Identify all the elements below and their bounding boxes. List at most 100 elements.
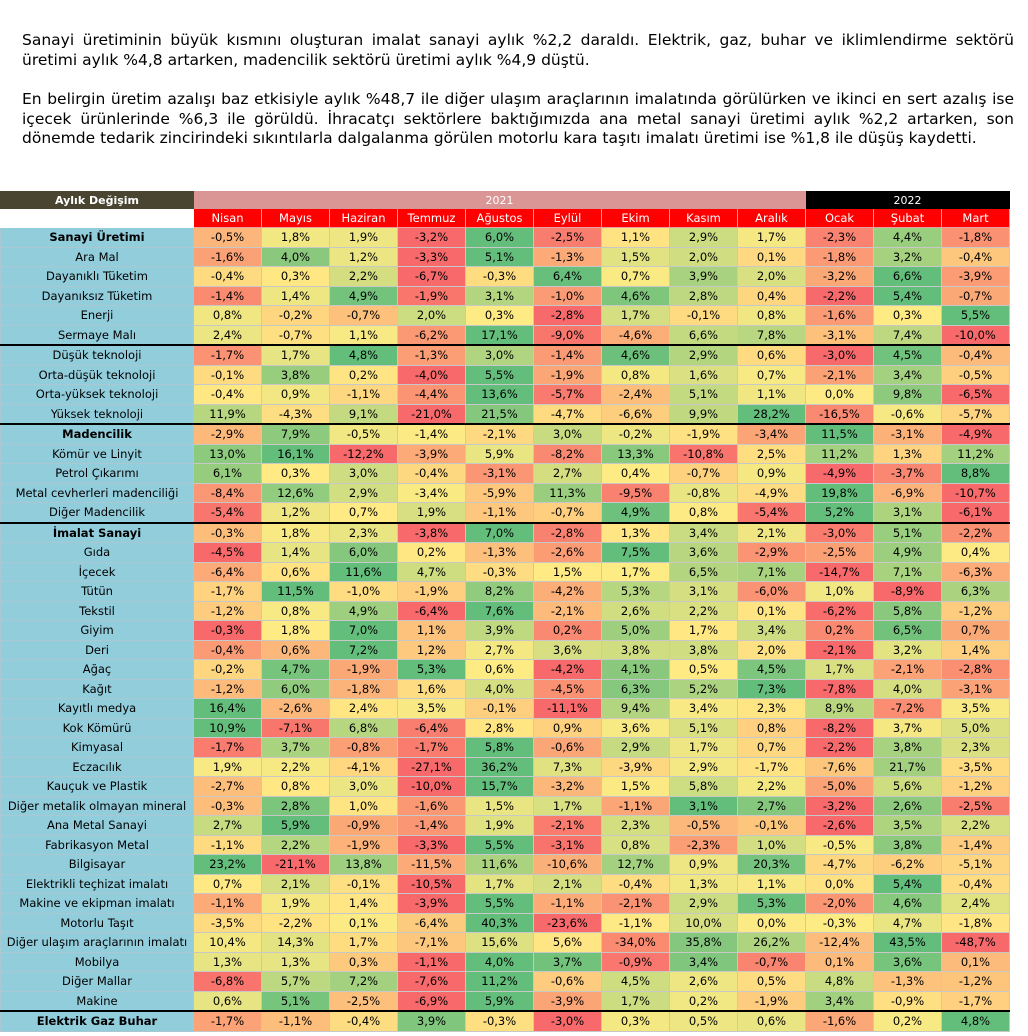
table-cell: 0,1%	[805, 951, 874, 972]
table-cell: 5,6%	[533, 932, 602, 953]
table-row: Tütün -1,7% 11,5% -1,0% -1,9% 8,2% -4,2% 5,3% 3,…	[0, 581, 1010, 602]
table-cell: -0,4%	[329, 1010, 398, 1032]
table-cell: -1,7%	[737, 756, 806, 777]
table-cell: -0,3%	[805, 912, 874, 933]
table-cell: 7,6%	[465, 600, 534, 621]
table-cell: 2,3%	[601, 815, 670, 836]
table-cell: -1,4%	[193, 285, 262, 306]
table-cell: 1,6%	[397, 678, 466, 699]
table-cell: -34,0%	[601, 932, 670, 953]
table-cell: -0,6%	[873, 403, 942, 425]
table-cell: 2,4%	[941, 893, 1010, 914]
month-header-8: Kasım	[669, 208, 738, 228]
table-cell: -4,0%	[397, 364, 466, 385]
table-cell: 4,0%	[465, 951, 534, 972]
table-cell: -1,9%	[669, 423, 738, 445]
table-cell: 5,7%	[261, 971, 330, 992]
table-cell: -5,4%	[193, 502, 262, 523]
table-cell: 0,6%	[737, 344, 806, 366]
table-cell: -0,7%	[737, 951, 806, 972]
table-cell: -3,1%	[533, 834, 602, 855]
table-cell: -3,7%	[873, 463, 942, 484]
table-cell: 0,7%	[193, 873, 262, 894]
table-cell: -7,1%	[397, 932, 466, 953]
table-cell: 3,1%	[873, 502, 942, 523]
table-cell: 1,8%	[261, 521, 330, 543]
table-cell: -0,9%	[601, 951, 670, 972]
table-cell: 11,6%	[465, 854, 534, 875]
table-row: Kok Kömürü 10,9% -7,1% 6,8% -6,4% 2,8% 0,9% 3,6…	[0, 717, 1010, 738]
table-cell: -5,7%	[941, 403, 1010, 425]
table-cell: -0,7%	[261, 324, 330, 346]
month-header-5: Ağustos	[465, 208, 534, 228]
table-cell: 11,5%	[805, 423, 874, 445]
table-cell: -6,4%	[397, 912, 466, 933]
table-cell: 1,3%	[601, 521, 670, 543]
table-cell: 2,1%	[737, 521, 806, 543]
table-cell: -1,8%	[941, 227, 1010, 248]
table-cell: 0,5%	[669, 659, 738, 680]
row-label: Ağaç	[0, 659, 194, 680]
table-cell: -6,7%	[397, 266, 466, 287]
table-cell: 1,2%	[261, 502, 330, 523]
table-cell: -0,7%	[329, 305, 398, 326]
table-cell: 0,8%	[737, 305, 806, 326]
table-cell: -1,9%	[329, 659, 398, 680]
table-cell: -4,5%	[193, 542, 262, 563]
table-cell: -0,9%	[873, 990, 942, 1012]
table-cell: -3,1%	[941, 678, 1010, 699]
table-cell: 5,3%	[601, 581, 670, 602]
table-row: Diğer ulaşım araçlarının imalatı 10,4% 14,…	[0, 932, 1010, 953]
table-cell: -0,5%	[669, 815, 738, 836]
table-cell: -2,1%	[805, 639, 874, 660]
row-label: Kağıt	[0, 678, 194, 699]
table-cell: 3,6%	[873, 951, 942, 972]
table-cell: -2,9%	[737, 542, 806, 563]
table-cell: 0,9%	[669, 854, 738, 875]
table-cell: -3,2%	[397, 227, 466, 248]
table-cell: 5,1%	[669, 384, 738, 405]
table-cell: 7,2%	[329, 639, 398, 660]
table-cell: -0,3%	[465, 1010, 534, 1032]
row-label: Madencilik	[0, 423, 194, 445]
table-cell: -3,0%	[805, 344, 874, 366]
table-row: Dayanıklı Tüketim -0,4% 0,3% 2,2% -6,7% -0,3%…	[0, 266, 1010, 287]
table-cell: -1,7%	[397, 737, 466, 758]
table-cell: 0,4%	[737, 285, 806, 306]
table-cell: -3,5%	[941, 756, 1010, 777]
table-cell: 8,8%	[941, 463, 1010, 484]
row-label: Diğer Mallar	[0, 971, 194, 992]
row-label: Makine	[0, 990, 194, 1012]
table-cell: -0,6%	[533, 737, 602, 758]
table-cell: -3,2%	[805, 795, 874, 816]
table-row: Metal cevherleri madenciliği -8,4% 12,6% 2,…	[0, 482, 1010, 503]
table-row: Diğer metalik olmayan mineral -0,3% 2,8% 1,…	[0, 795, 1010, 816]
table-cell: -2,1%	[465, 423, 534, 445]
table-cell: 1,4%	[329, 893, 398, 914]
table-cell: 1,9%	[465, 815, 534, 836]
table-cell: -6,2%	[873, 854, 942, 875]
table-cell: 0,1%	[329, 912, 398, 933]
table-cell: 11,3%	[533, 482, 602, 503]
table-cell: 6,3%	[941, 581, 1010, 602]
table-cell: 1,8%	[261, 620, 330, 641]
table-cell: -6,9%	[397, 990, 466, 1012]
table-cell: 40,3%	[465, 912, 534, 933]
table-cell: -3,2%	[533, 776, 602, 797]
row-label: Düşük teknoloji	[0, 344, 194, 366]
table-cell: 0,1%	[737, 246, 806, 267]
table-cell: -1,1%	[261, 1010, 330, 1032]
table-row: Motorlu Taşıt -3,5% -2,2% 0,1% -6,4% 40,3% -23…	[0, 912, 1010, 933]
table-cell: 3,4%	[805, 990, 874, 1012]
table-cell: -2,2%	[805, 285, 874, 306]
table-cell: -7,1%	[261, 717, 330, 738]
table-cell: -2,1%	[805, 364, 874, 385]
table-cell: 4,9%	[329, 285, 398, 306]
table-cell: 1,6%	[669, 364, 738, 385]
table-cell: 1,0%	[737, 834, 806, 855]
table-cell: -1,2%	[941, 776, 1010, 797]
table-cell: -4,2%	[533, 659, 602, 680]
table-cell: 3,9%	[669, 266, 738, 287]
table-cell: 0,7%	[737, 364, 806, 385]
table-cell: 7,3%	[533, 756, 602, 777]
